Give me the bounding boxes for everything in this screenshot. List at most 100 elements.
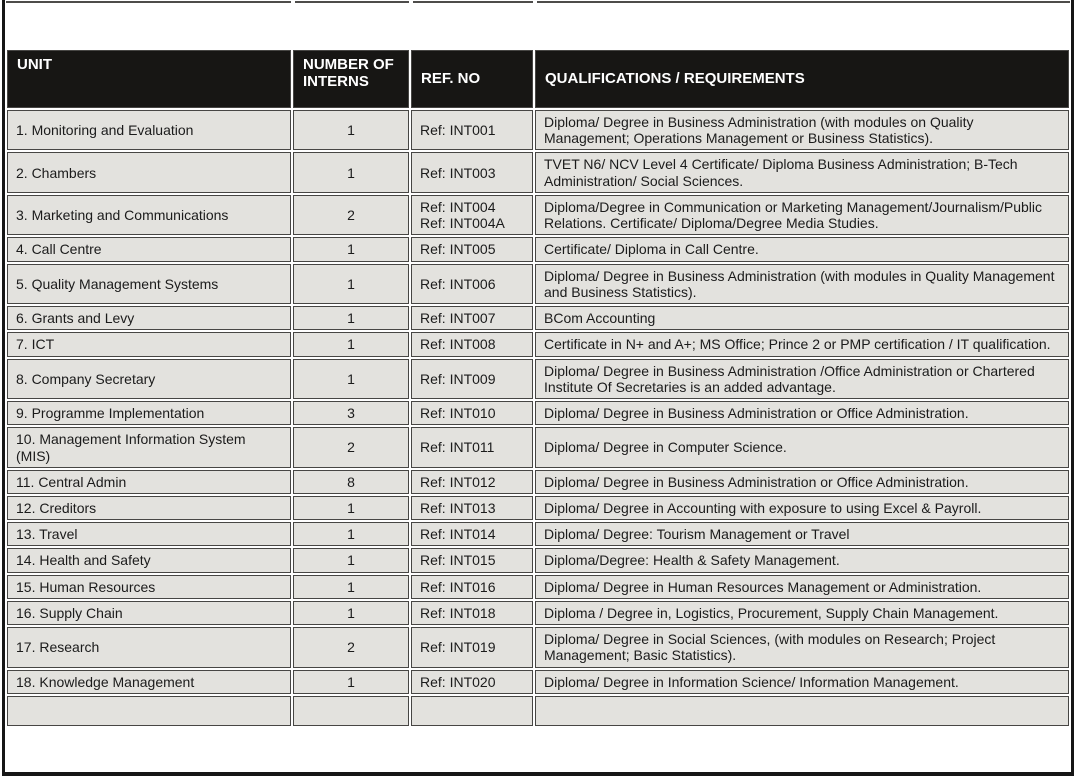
unit-cell: 4. Call Centre	[7, 237, 291, 262]
unit-cell: 9. Programme Implementation	[7, 401, 291, 426]
qualifications-cell: Diploma/ Degree in Business Administrati…	[535, 469, 1069, 494]
ref-no-cell: Ref: INT006	[411, 263, 533, 305]
ref-no-cell: Ref: INT009	[411, 358, 533, 400]
number-of-interns-cell	[293, 695, 409, 726]
number-of-interns-cell: 1	[293, 110, 409, 151]
unit-cell	[7, 695, 291, 726]
table-row: 11. Central Admin 8 Ref: INT012 Diploma/ De…	[7, 469, 1069, 494]
number-of-interns-cell: 2	[293, 194, 409, 236]
ref-no-cell: Ref: INT020	[411, 669, 533, 694]
number-of-interns-cell: 1	[293, 237, 409, 262]
unit-cell: 6. Grants and Levy	[7, 306, 291, 331]
header-row: UNIT NUMBER OF INTERNS REF. NO QUALIFICA…	[7, 50, 1069, 108]
ref-no-cell: Ref: INT001	[411, 110, 533, 151]
ref-no-cell: Ref: INT008	[411, 332, 533, 357]
table-row: 8. Company Secretary 1 Ref: INT009 Diploma/…	[7, 358, 1069, 400]
table-row: 12. Creditors 1 Ref: INT013 Diploma/ Degree…	[7, 495, 1069, 521]
unit-cell: 10. Management Information System (MIS)	[7, 427, 291, 468]
unit-cell: 15. Human Resources	[7, 574, 291, 599]
unit-cell: 1. Monitoring and Evaluation	[7, 110, 291, 151]
table-header: UNIT NUMBER OF INTERNS REF. NO QUALIFICA…	[7, 50, 1069, 108]
ref-no-cell: Ref: INT019	[411, 627, 533, 668]
table-row: 14. Health and Safety 1 Ref: INT015 Diploma…	[7, 548, 1069, 573]
border-segment	[537, 1, 1070, 3]
number-of-interns-cell: 1	[293, 152, 409, 193]
table-row: 5. Quality Management Systems 1 Ref: INT00…	[7, 263, 1069, 305]
ref-no-cell: Ref: INT015	[411, 548, 533, 573]
number-of-interns-cell: 1	[293, 495, 409, 521]
qualifications-cell	[535, 695, 1069, 726]
ref-no-cell: Ref: INT018	[411, 600, 533, 626]
number-of-interns-cell: 1	[293, 600, 409, 626]
border-segment	[295, 1, 409, 3]
unit-cell: 11. Central Admin	[7, 469, 291, 494]
qualifications-cell: Diploma/ Degree in Human Resources Manag…	[535, 574, 1069, 599]
interns-table: UNIT NUMBER OF INTERNS REF. NO QUALIFICA…	[5, 48, 1071, 728]
blank-title-band	[5, 3, 1071, 48]
column-header-unit: UNIT	[7, 50, 291, 108]
qualifications-cell: TVET N6/ NCV Level 4 Certificate/ Diplom…	[535, 152, 1069, 193]
unit-cell: 17. Research	[7, 627, 291, 668]
table-row: 7. ICT 1 Ref: INT008 Certificate in N+ and …	[7, 332, 1069, 357]
table-row: 16. Supply Chain 1 Ref: INT018 Diploma / De…	[7, 600, 1069, 626]
table-row: 4. Call Centre 1 Ref: INT005 Certificate/ D…	[7, 237, 1069, 262]
table-row: 18. Knowledge Management 1 Ref: INT020 Dipl…	[7, 669, 1069, 694]
qualifications-cell: Diploma/ Degree in Business Administrati…	[535, 110, 1069, 151]
number-of-interns-cell: 1	[293, 332, 409, 357]
table-row: 13. Travel 1 Ref: INT014 Diploma/ Degree: T…	[7, 522, 1069, 547]
ref-no-cell: Ref: INT012	[411, 469, 533, 494]
number-of-interns-cell: 1	[293, 548, 409, 573]
qualifications-cell: Diploma/ Degree in Accounting with expos…	[535, 495, 1069, 521]
ref-no-cell: Ref: INT007	[411, 306, 533, 331]
unit-cell: 2. Chambers	[7, 152, 291, 193]
unit-cell: 13. Travel	[7, 522, 291, 547]
ref-no-cell: Ref: INT010	[411, 401, 533, 426]
qualifications-cell: Diploma / Degree in, Logistics, Procurem…	[535, 600, 1069, 626]
number-of-interns-cell: 3	[293, 401, 409, 426]
number-of-interns-cell: 1	[293, 306, 409, 331]
ref-no-cell: Ref: INT011	[411, 427, 533, 468]
qualifications-cell: Diploma/ Degree in Computer Science.	[535, 427, 1069, 468]
qualifications-cell: Certificate in N+ and A+; MS Office; Pri…	[535, 332, 1069, 357]
unit-cell: 14. Health and Safety	[7, 548, 291, 573]
table-row: 2. Chambers 1 Ref: INT003 TVET N6/ NCV Leve…	[7, 152, 1069, 193]
table-row: 6. Grants and Levy 1 Ref: INT007 BCom Accou…	[7, 306, 1069, 331]
unit-cell: 18. Knowledge Management	[7, 669, 291, 694]
ref-no-cell: Ref: INT005	[411, 237, 533, 262]
table-body: 1. Monitoring and Evaluation 1 Ref: INT001…	[7, 110, 1069, 726]
qualifications-cell: Diploma/Degree: Health & Safety Manageme…	[535, 548, 1069, 573]
table-row: 1. Monitoring and Evaluation 1 Ref: INT001…	[7, 110, 1069, 151]
qualifications-cell: BCom Accounting	[535, 306, 1069, 331]
column-header-ref-no: REF. NO	[411, 50, 533, 108]
qualifications-cell: Diploma/ Degree in Business Administrati…	[535, 358, 1069, 400]
table-row: 3. Marketing and Communications 2 Ref: INT…	[7, 194, 1069, 236]
empty-table-row	[7, 695, 1069, 726]
ref-no-cell: Ref: INT014	[411, 522, 533, 547]
qualifications-cell: Diploma/ Degree in Business Administrati…	[535, 263, 1069, 305]
number-of-interns-cell: 1	[293, 574, 409, 599]
qualifications-cell: Certificate/ Diploma in Call Centre.	[535, 237, 1069, 262]
number-of-interns-cell: 1	[293, 358, 409, 400]
table-row: 9. Programme Implementation 3 Ref: INT010 D…	[7, 401, 1069, 426]
ref-no-cell: Ref: INT003	[411, 152, 533, 193]
number-of-interns-cell: 1	[293, 669, 409, 694]
border-segment	[6, 1, 291, 3]
number-of-interns-cell: 8	[293, 469, 409, 494]
ref-no-cell: Ref: INT013	[411, 495, 533, 521]
qualifications-cell: Diploma/Degree in Communication or Marke…	[535, 194, 1069, 236]
unit-cell: 5. Quality Management Systems	[7, 263, 291, 305]
table-row: 17. Research 2 Ref: INT019 Diploma/ Degree …	[7, 627, 1069, 668]
number-of-interns-cell: 2	[293, 627, 409, 668]
number-of-interns-cell: 1	[293, 263, 409, 305]
cutoff-row-border	[6, 0, 1070, 3]
ref-no-cell	[411, 695, 533, 726]
column-header-qualifications: QUALIFICATIONS / REQUIREMENTS	[535, 50, 1069, 108]
qualifications-cell: Diploma/ Degree in Information Science/ …	[535, 669, 1069, 694]
number-of-interns-cell: 2	[293, 427, 409, 468]
column-header-number-of-interns: NUMBER OF INTERNS	[293, 50, 409, 108]
table-row: 15. Human Resources 1 Ref: INT016 Diploma/ …	[7, 574, 1069, 599]
unit-cell: 8. Company Secretary	[7, 358, 291, 400]
unit-cell: 12. Creditors	[7, 495, 291, 521]
